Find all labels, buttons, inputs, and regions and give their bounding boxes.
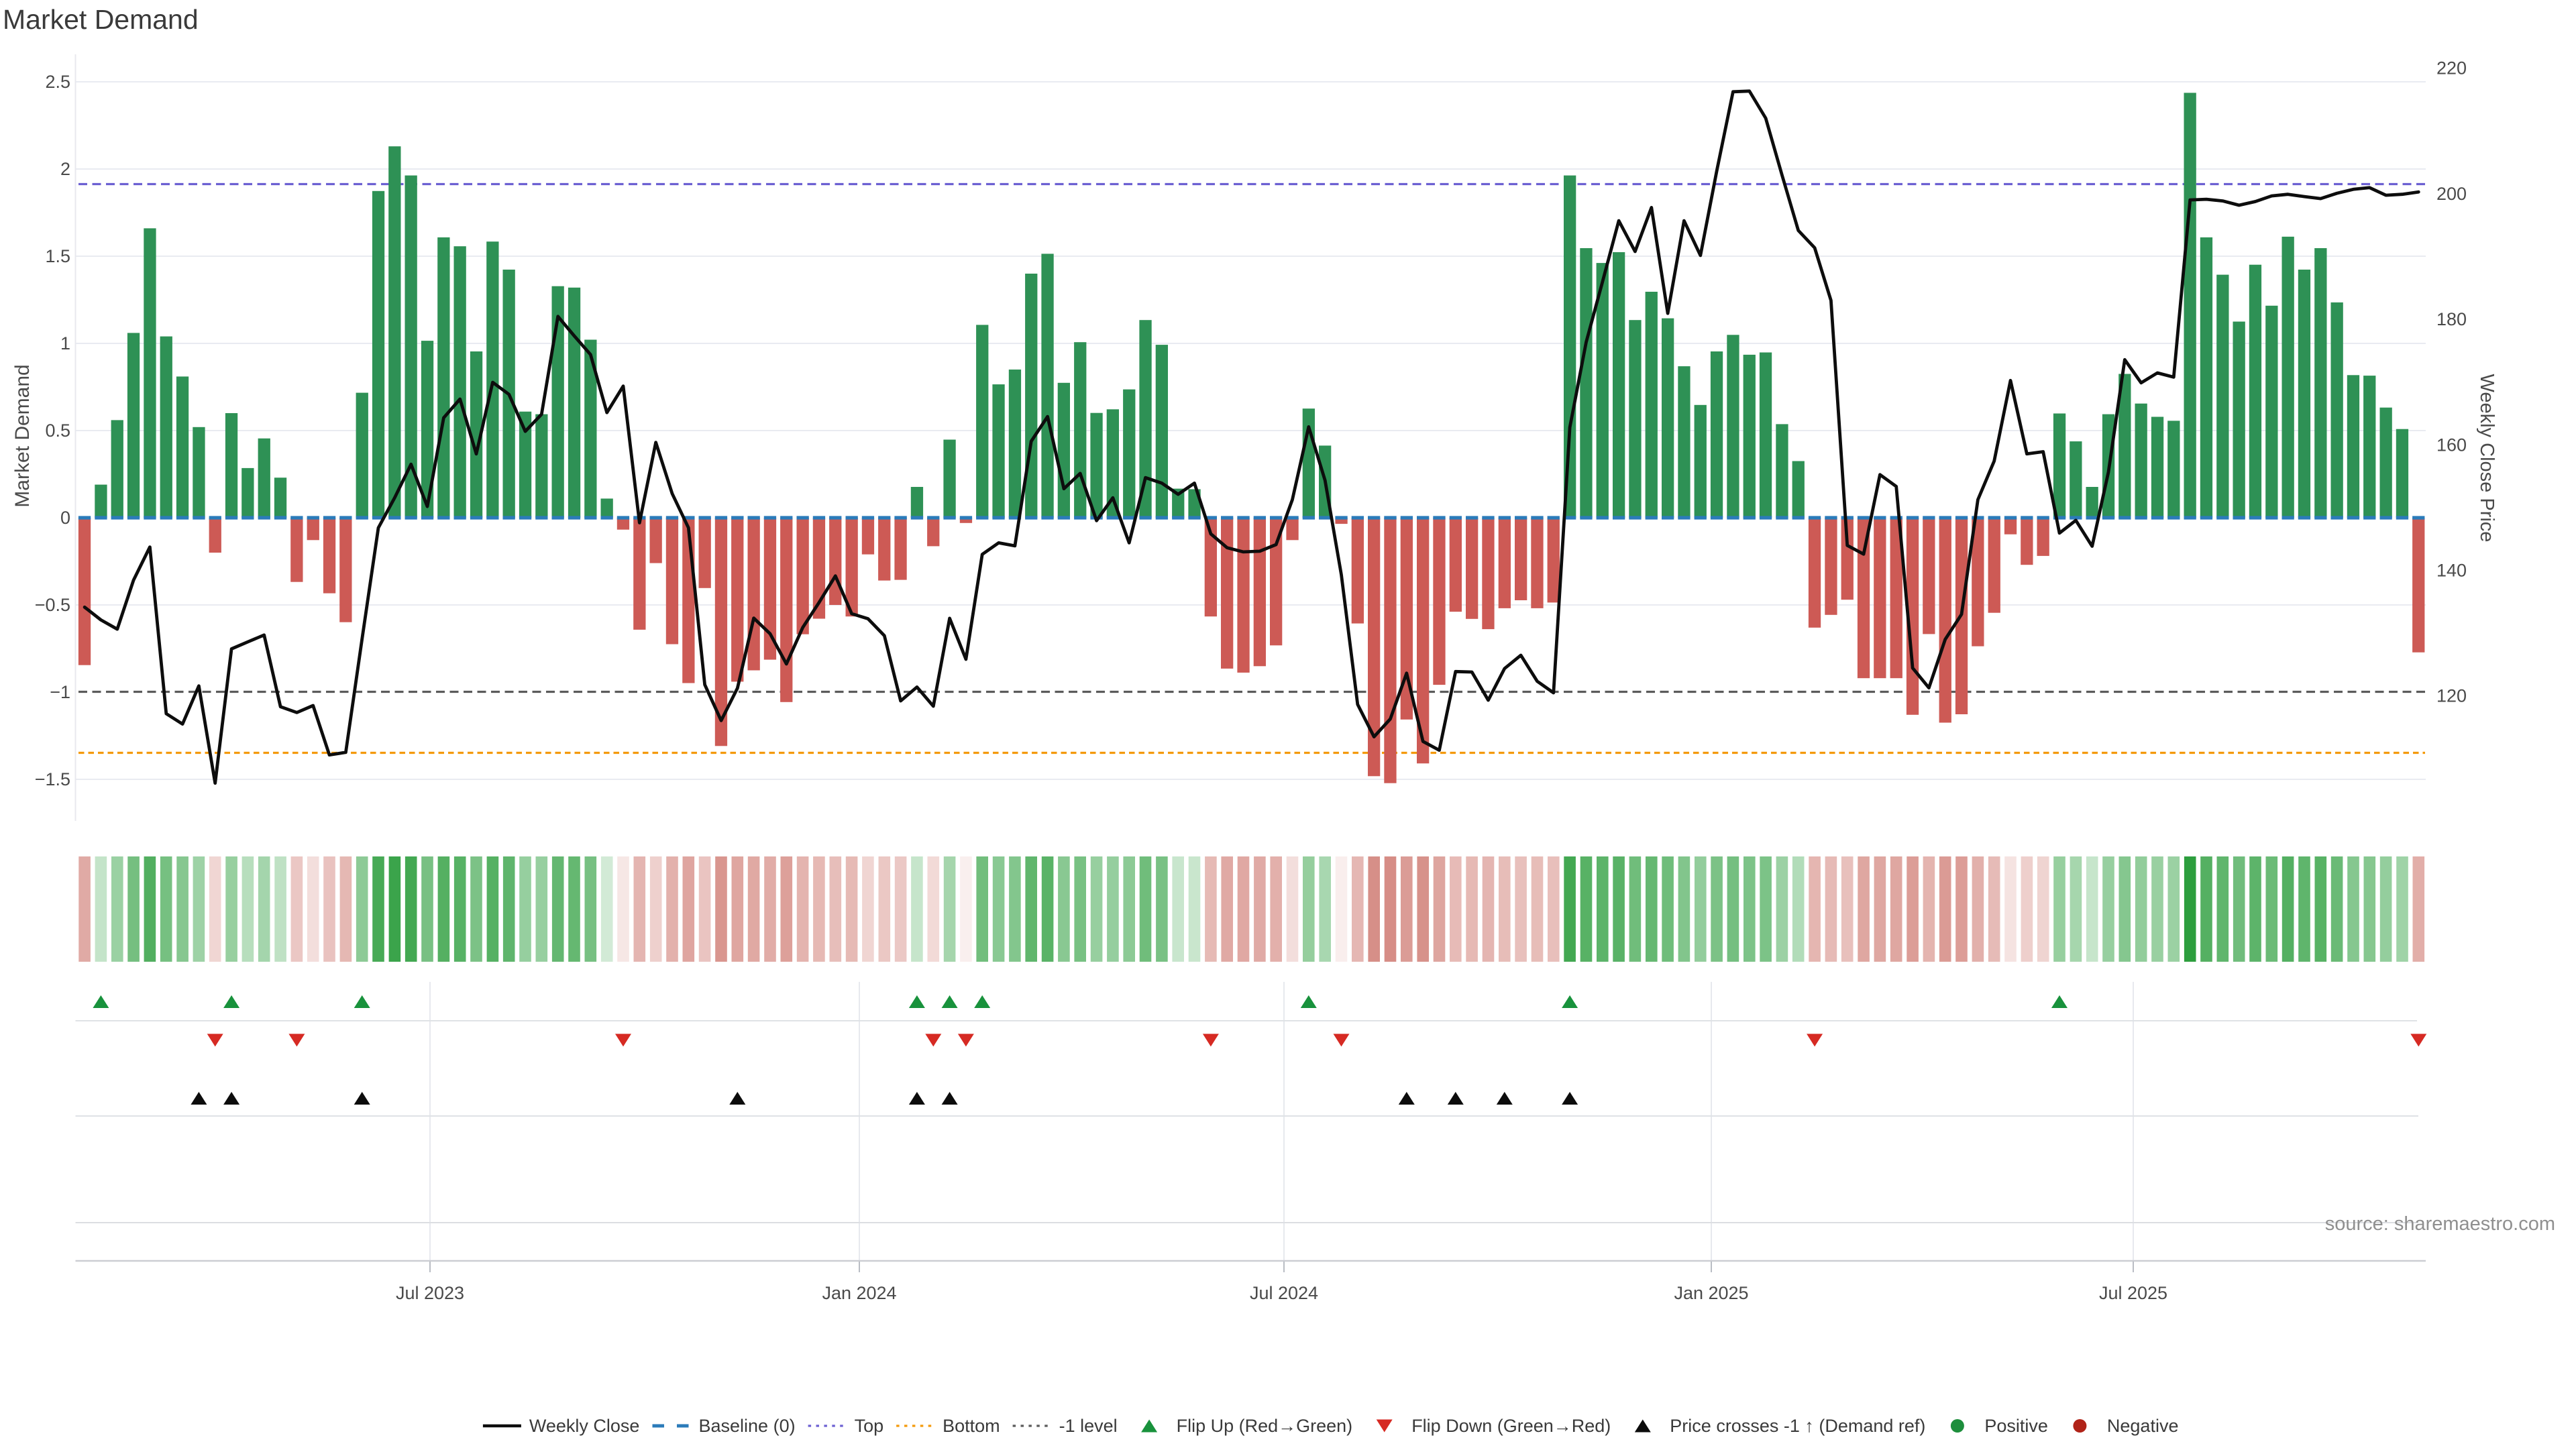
svg-text:1: 1 xyxy=(60,333,70,353)
svg-text:Negative: Negative xyxy=(2107,1416,2179,1436)
svg-text:Flip Up (Red→Green): Flip Up (Red→Green) xyxy=(1177,1416,1353,1436)
svg-text:Positive: Positive xyxy=(1984,1416,2048,1436)
svg-text:-1 level: -1 level xyxy=(1059,1416,1118,1436)
svg-text:160: 160 xyxy=(2436,435,2467,455)
svg-text:Weekly Close: Weekly Close xyxy=(529,1416,640,1436)
svg-text:Top: Top xyxy=(855,1416,884,1436)
svg-text:0: 0 xyxy=(60,508,70,528)
svg-text:0.5: 0.5 xyxy=(45,421,70,441)
svg-text:Weekly Close Price: Weekly Close Price xyxy=(2476,374,2498,543)
svg-text:Jul 2023: Jul 2023 xyxy=(396,1283,464,1303)
svg-text:2.5: 2.5 xyxy=(45,72,70,92)
svg-text:−1.5: −1.5 xyxy=(35,769,70,789)
svg-text:−0.5: −0.5 xyxy=(35,595,70,615)
svg-text:220: 220 xyxy=(2436,58,2467,78)
svg-text:Baseline (0): Baseline (0) xyxy=(699,1416,796,1436)
svg-text:source: sharemaestro.com: source: sharemaestro.com xyxy=(2325,1213,2555,1235)
svg-text:Jan 2025: Jan 2025 xyxy=(1674,1283,1748,1303)
svg-text:200: 200 xyxy=(2436,184,2467,204)
svg-text:1.5: 1.5 xyxy=(45,246,70,266)
svg-text:Market Demand: Market Demand xyxy=(11,364,34,507)
svg-text:Market Demand: Market Demand xyxy=(3,4,199,35)
svg-text:120: 120 xyxy=(2436,686,2467,706)
svg-text:−1: −1 xyxy=(50,682,70,702)
svg-text:Jul 2025: Jul 2025 xyxy=(2099,1283,2167,1303)
svg-text:140: 140 xyxy=(2436,561,2467,581)
svg-text:Jan 2024: Jan 2024 xyxy=(822,1283,896,1303)
svg-text:Price crosses -1 ↑ (Demand ref: Price crosses -1 ↑ (Demand ref) xyxy=(1670,1416,1925,1436)
svg-text:180: 180 xyxy=(2436,309,2467,329)
svg-text:Bottom: Bottom xyxy=(943,1416,1000,1436)
svg-text:Flip Down (Green→Red): Flip Down (Green→Red) xyxy=(1411,1416,1611,1436)
svg-text:Jul 2024: Jul 2024 xyxy=(1250,1283,1318,1303)
svg-text:2: 2 xyxy=(60,159,70,179)
